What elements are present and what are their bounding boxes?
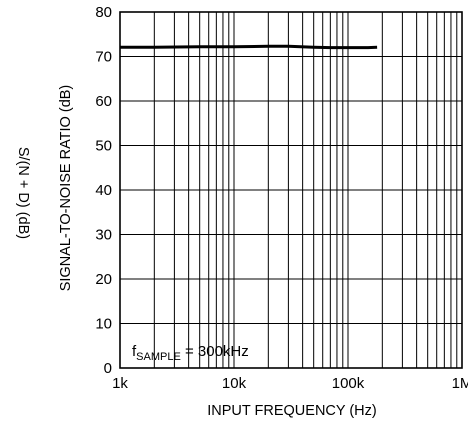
x-tick-label: 1M <box>452 375 468 392</box>
y-tick-label: 10 <box>95 316 112 333</box>
x-tick-label: 10k <box>222 375 247 392</box>
x-axis-title: INPUT FREQUENCY (Hz) <box>207 403 376 419</box>
y-axis-title-secondary: S/(N + D) (dB) <box>15 147 31 239</box>
grid-lines <box>119 11 462 369</box>
series-line <box>120 44 378 50</box>
y-axis-title: SIGNAL-TO-NOISE RATIO (dB) <box>58 85 74 292</box>
series-group <box>120 44 378 50</box>
y-tick-label: 0 <box>104 360 112 377</box>
y-tick-label: 70 <box>95 49 112 66</box>
sample-frequency-annotation: fSAMPLE = 300kHz <box>132 343 249 363</box>
y-tick-label: 30 <box>95 227 112 244</box>
x-tick-label: 1k <box>112 375 128 392</box>
x-tick-label: 100k <box>332 375 365 392</box>
y-tick-labels: 0 10 20 30 40 50 60 70 80 <box>95 4 112 377</box>
y-tick-label: 80 <box>95 4 112 21</box>
y-tick-label: 20 <box>95 271 112 288</box>
y-tick-label: 50 <box>95 138 112 155</box>
x-tick-labels: 1k 10k 100k 1M <box>112 375 468 392</box>
y-tick-label: 40 <box>95 182 112 199</box>
plot-frame <box>119 11 463 369</box>
y-tick-label: 60 <box>95 93 112 110</box>
